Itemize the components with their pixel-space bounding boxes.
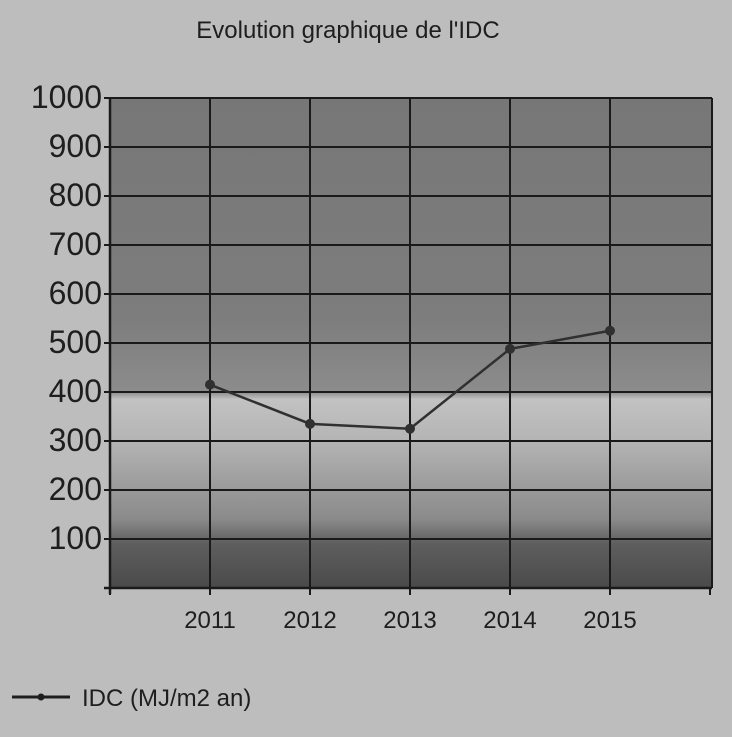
- series-group: [205, 325, 615, 434]
- y-tick-label: 200: [49, 471, 102, 507]
- x-tick-label: 2012: [283, 607, 336, 634]
- data-point: [505, 343, 515, 354]
- y-tick-label: 900: [49, 128, 102, 164]
- y-axis-ticks: 100 200 300 400 500 600 700 800 900 1000: [31, 79, 110, 556]
- y-tick-label: 700: [49, 226, 102, 262]
- y-tick-label: 1000: [31, 79, 102, 115]
- data-point: [405, 423, 415, 434]
- y-tick-label: 100: [49, 520, 102, 556]
- y-tick-label: 600: [49, 275, 102, 311]
- y-tick-label: 500: [49, 324, 102, 360]
- grid-lines: [104, 97, 713, 594]
- data-point: [305, 418, 315, 429]
- x-axis-ticks: 2011 2012 2013 2014 2015: [109, 588, 711, 634]
- x-tick-label: 2014: [483, 607, 536, 634]
- x-tick-label: 2013: [383, 607, 436, 634]
- legend: IDC (MJ/m2 an): [12, 685, 251, 712]
- y-tick-label: 300: [49, 422, 102, 458]
- y-tick-label: 400: [49, 373, 102, 409]
- legend-label: IDC (MJ/m2 an): [82, 685, 251, 712]
- x-tick-label: 2015: [583, 607, 636, 634]
- y-tick-label: 800: [49, 177, 102, 213]
- chart-title: Evolution graphique de l'IDC: [196, 17, 499, 44]
- x-tick-label: 2011: [184, 607, 236, 634]
- data-point: [205, 379, 215, 390]
- legend-marker: [37, 693, 45, 701]
- data-point: [605, 325, 615, 336]
